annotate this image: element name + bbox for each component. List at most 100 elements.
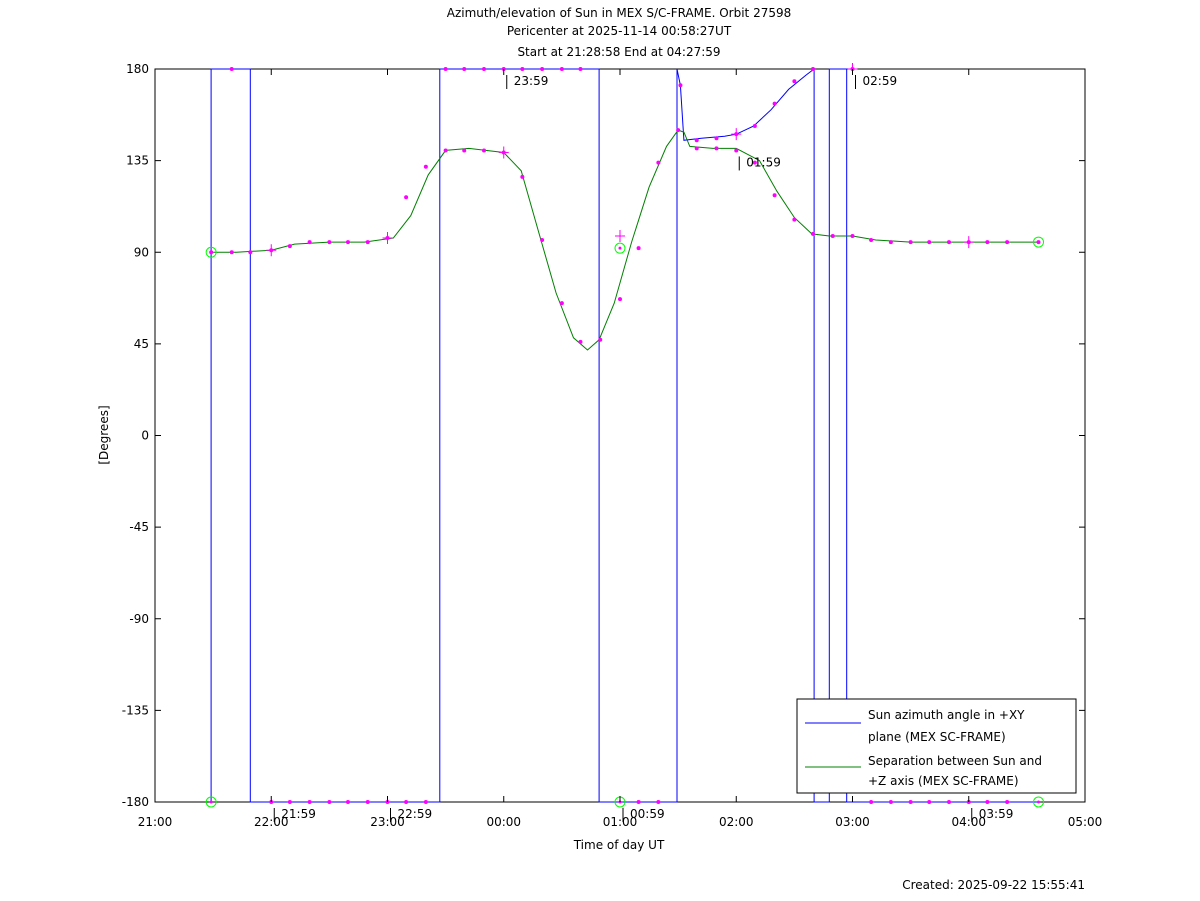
x-tick-label: 01:00: [603, 815, 638, 829]
sample-point: [345, 240, 350, 245]
sample-point: [345, 800, 350, 804]
x-tick-label: 05:00: [1068, 815, 1103, 829]
plot-frame: [154, 68, 1086, 803]
endpoint-dot: [618, 246, 622, 250]
chart-subtitle-line-2: Start at 21:28:58 End at 04:27:59: [517, 45, 720, 59]
series-layer: [210, 67, 1039, 803]
sample-point: [1005, 800, 1010, 804]
sample-point: [772, 101, 777, 106]
sample-point: [636, 800, 641, 804]
hour-marker: [731, 128, 742, 141]
y-tick-label: -45: [129, 520, 149, 534]
x-axis-label: Time of day UT: [573, 838, 665, 852]
x-tick-label: 02:00: [719, 815, 754, 829]
y-tick-label: 0: [141, 429, 149, 443]
sample-point: [598, 337, 603, 342]
endpoint-circle: [205, 796, 217, 808]
endpoint-circle: [1033, 236, 1044, 248]
sample-point: [676, 128, 681, 133]
y-tick-label: 45: [134, 337, 149, 351]
sample-point: [772, 193, 777, 198]
sample-point: [810, 67, 815, 71]
sample-point: [734, 148, 739, 153]
endpoint-circle: [614, 242, 626, 254]
y-tick-label: -135: [122, 703, 149, 717]
legend-label-separation-2: +Z axis (MEX SC-FRAME): [868, 774, 1019, 788]
endpoint-circle: [1033, 796, 1044, 808]
sample-point: [908, 800, 913, 804]
sample-point: [752, 124, 757, 129]
y-tick-label: 135: [126, 154, 149, 168]
legend-box: [796, 698, 1077, 794]
sample-point: [636, 246, 641, 251]
sample-point: [229, 250, 234, 255]
sample-point: [694, 138, 699, 143]
endpoint-dot: [1037, 240, 1040, 244]
sample-point: [850, 233, 855, 238]
annotation-label: 23:59: [514, 74, 549, 88]
legend-label-separation-1: Separation between Sun and: [868, 754, 1042, 768]
annotation-label: 01:59: [746, 155, 781, 169]
sample-point: [481, 148, 486, 153]
endpoint-dot: [209, 800, 213, 804]
sample-point: [327, 800, 332, 804]
sample-point: [714, 136, 719, 141]
hour-marker: [382, 231, 393, 244]
sample-point: [908, 240, 913, 245]
series-line-separation: [211, 129, 1039, 351]
sample-point: [869, 238, 874, 243]
series-line-azimuth: [210, 67, 1039, 803]
sample-point: [462, 67, 467, 71]
y-tick-label: 180: [126, 62, 149, 76]
sample-point: [792, 217, 797, 222]
sample-point: [559, 301, 564, 306]
hour-marker: [615, 229, 625, 242]
sample-point: [462, 148, 467, 153]
sample-point: [946, 240, 951, 245]
sample-point: [423, 164, 428, 169]
created-timestamp: Created: 2025-09-22 15:55:41: [902, 878, 1085, 892]
sample-point: [869, 800, 874, 804]
sample-point: [888, 240, 893, 245]
sample-point: [481, 67, 486, 71]
sample-point: [694, 146, 699, 151]
sample-point: [404, 195, 409, 200]
sample-point: [365, 240, 370, 245]
sample-point: [423, 800, 428, 804]
sample-point: [559, 67, 564, 71]
sample-point: [229, 67, 234, 71]
x-tick-label: 04:00: [951, 815, 986, 829]
endpoint-dot: [1037, 800, 1040, 804]
sample-point: [540, 67, 545, 71]
legend: Sun azimuth angle in +XY plane (MEX SC-F…: [796, 698, 1077, 794]
sample-point: [443, 148, 448, 153]
sample-point: [287, 800, 292, 804]
y-tick-label: 90: [134, 245, 149, 259]
legend-label-azimuth-2: plane (MEX SC-FRAME): [868, 730, 1006, 744]
sample-point: [927, 800, 932, 804]
sample-point: [540, 238, 545, 243]
sample-point: [327, 240, 332, 245]
chart-subtitle-line-1: Pericenter at 2025-11-14 00:58:27UT: [507, 24, 732, 38]
sample-point: [248, 250, 253, 255]
x-tick-label: 03:00: [835, 815, 870, 829]
sample-point: [404, 800, 409, 804]
endpoint-circle: [205, 246, 217, 258]
sample-point: [1005, 240, 1010, 245]
sample-point: [656, 160, 661, 165]
sample-point: [714, 146, 719, 151]
legend-label-azimuth-1: Sun azimuth angle in +XY: [868, 708, 1025, 722]
endpoint-dot: [209, 250, 213, 254]
sample-point: [656, 800, 661, 804]
sample-point: [946, 800, 951, 804]
hour-marker: [266, 244, 277, 257]
sample-point: [578, 339, 583, 344]
sample-point: [678, 83, 683, 88]
x-tick-label: 23:00: [370, 815, 405, 829]
sample-point: [520, 67, 525, 71]
sample-point: [307, 800, 312, 804]
annotation-label: 21:59: [281, 807, 316, 821]
annotation-label: 03:59: [979, 807, 1014, 821]
x-tick-label: 22:00: [254, 815, 289, 829]
sample-point: [287, 244, 292, 249]
